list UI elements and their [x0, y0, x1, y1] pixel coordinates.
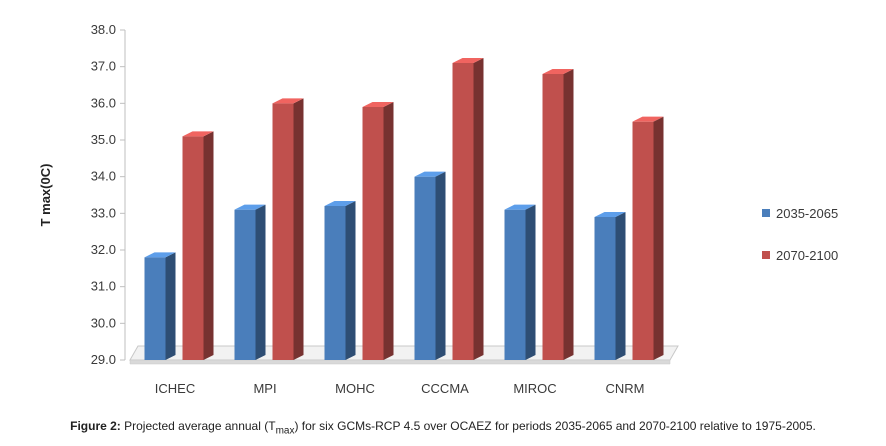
bar-side — [525, 204, 536, 360]
bar-cccma-2035-2065 — [414, 171, 446, 360]
chart-floor — [129, 345, 679, 365]
bar-top — [182, 131, 214, 137]
bar-front — [414, 176, 436, 360]
y-tick-label: 37.0 — [91, 59, 116, 74]
caption-text-after: ) for six GCMs-RCP 4.5 over OCAEZ for pe… — [294, 419, 816, 433]
bar-mpi-2070-2100 — [272, 98, 304, 360]
bar-top — [594, 212, 626, 217]
bar-front — [272, 103, 294, 360]
bar-top — [632, 116, 664, 122]
y-tick-label: 34.0 — [91, 169, 116, 184]
bar-front — [452, 63, 474, 360]
y-tick-label: 32.0 — [91, 242, 116, 257]
bar-side — [435, 171, 446, 360]
bar-front — [324, 206, 346, 360]
bars — [144, 58, 664, 361]
bar-side — [473, 58, 484, 360]
bar-top — [414, 171, 446, 177]
caption-subscript: max — [275, 425, 295, 437]
y-tick-label: 31.0 — [91, 279, 116, 294]
bar-top — [144, 252, 176, 258]
bar-side — [203, 131, 214, 360]
legend-swatch — [762, 209, 770, 217]
x-axis-labels: ICHEC MPI MOHC CCCMA MIROC CNRM — [155, 381, 645, 396]
y-axis-title: T max(0C) — [38, 164, 53, 227]
legend-item: 2070-2100 — [762, 248, 838, 263]
caption-label: Figure 2: — [70, 419, 121, 433]
bar-mpi-2035-2065 — [234, 204, 266, 360]
legend-swatch — [762, 251, 770, 259]
bar-side — [383, 102, 394, 360]
y-tick-label: 33.0 — [91, 205, 116, 220]
bar-top — [234, 204, 266, 210]
legend-item: 2035-2065 — [762, 206, 838, 221]
bar-side — [653, 116, 664, 361]
y-tick-label: 38.0 — [91, 22, 116, 37]
floor-front — [129, 359, 671, 365]
bar-front — [144, 257, 166, 360]
y-axis: 29.0 30.0 31.0 32.0 33.0 34.0 35.0 36.0 37.0 38.0 — [91, 22, 126, 367]
bar-cccma-2070-2100 — [452, 58, 484, 360]
legend-label: 2070-2100 — [776, 248, 838, 263]
bar-front — [632, 121, 654, 361]
bar-side — [563, 69, 574, 360]
bar-front — [234, 209, 256, 360]
bar-mohc-2035-2065 — [324, 201, 356, 360]
legend-label: 2035-2065 — [776, 206, 838, 221]
figure-caption: Figure 2: Projected average annual (Tmax… — [0, 419, 886, 436]
bar-front — [182, 136, 204, 360]
y-tick-label: 36.0 — [91, 95, 116, 110]
bar-top — [272, 98, 304, 104]
bar-front — [542, 74, 564, 360]
bar-side — [345, 201, 356, 360]
bar-side — [615, 212, 626, 360]
y-tick-label: 30.0 — [91, 315, 116, 330]
caption-text-before: Projected average annual (T — [120, 419, 276, 433]
bar-cnrm-2035-2065 — [594, 212, 626, 360]
bar-top — [362, 102, 394, 107]
bar-chart: 29.0 30.0 31.0 32.0 33.0 34.0 35.0 36.0 37.0 38.0… — [38, 22, 838, 396]
bar-top — [324, 201, 356, 206]
x-tick-label: MOHC — [335, 381, 375, 396]
bar-front — [594, 217, 616, 360]
x-tick-label: ICHEC — [155, 381, 195, 396]
bar-cnrm-2070-2100 — [632, 116, 664, 361]
x-tick-label: MIROC — [513, 381, 556, 396]
bar-top — [452, 58, 484, 63]
bar-top — [542, 69, 574, 74]
bar-ichec-2035-2065 — [144, 252, 176, 360]
x-tick-label: MPI — [253, 381, 276, 396]
bar-side — [255, 204, 266, 360]
x-tick-label: CCCMA — [421, 381, 469, 396]
bar-front — [504, 209, 526, 360]
bar-front — [362, 107, 384, 360]
bar-side — [293, 98, 304, 360]
bar-ichec-2070-2100 — [182, 131, 214, 360]
legend: 2035-2065 2070-2100 — [762, 206, 838, 263]
bar-side — [165, 252, 176, 360]
y-tick-label: 29.0 — [91, 352, 116, 367]
bar-top — [504, 204, 536, 210]
y-tick-label: 35.0 — [91, 132, 116, 147]
bar-miroc-2035-2065 — [504, 204, 536, 360]
bar-mohc-2070-2100 — [362, 102, 394, 360]
bar-miroc-2070-2100 — [542, 69, 574, 360]
x-tick-label: CNRM — [606, 381, 645, 396]
